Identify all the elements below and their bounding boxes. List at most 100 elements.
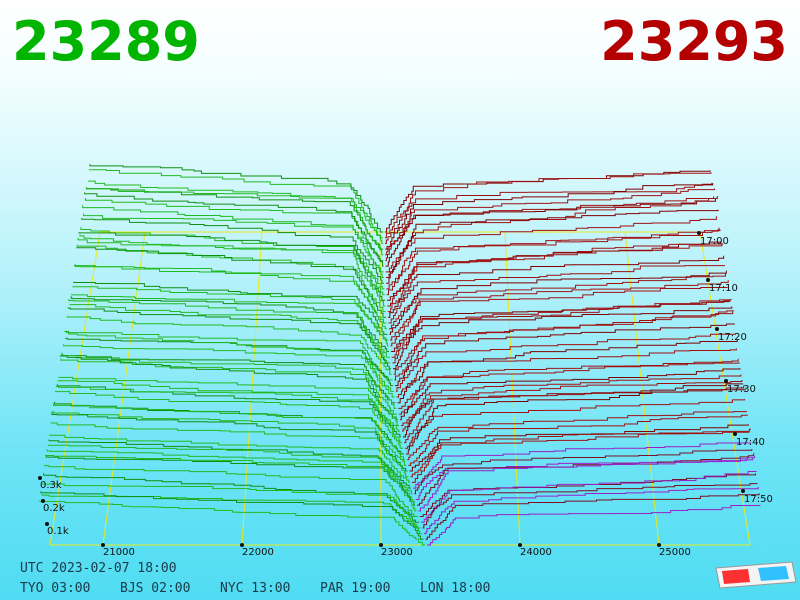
bid-depth-line (82, 205, 384, 279)
ask-depth-line (397, 339, 738, 404)
price-tick (379, 543, 383, 547)
price-label: 21000 (103, 547, 135, 558)
bid-depth-line (51, 412, 408, 472)
ask-depth-line (398, 358, 739, 409)
bid-depth-line (72, 286, 389, 341)
time-tick (741, 489, 745, 493)
bid-depth-line (67, 307, 391, 370)
ask-depth-line (401, 374, 742, 426)
bid-depth-line (50, 422, 409, 478)
volume-label: 0.1k (47, 526, 69, 537)
price-tick (518, 543, 522, 547)
bid-depth-line (54, 391, 404, 449)
ask-depth-line (418, 456, 756, 512)
bid-depth-line (39, 500, 425, 546)
bid-depth-line (77, 237, 386, 307)
bid-depth-line (40, 491, 424, 540)
bid-price: 23289 (12, 10, 200, 73)
bid-depth-line (66, 315, 392, 375)
bid-depth-line (71, 293, 389, 347)
bid-depth-line (73, 281, 388, 335)
bid-depth-line (85, 187, 384, 256)
ask-depth-line (411, 428, 751, 483)
city-clock: LON 18:00 (420, 581, 490, 596)
bid-depth-line (55, 385, 403, 444)
ask-depth-line (396, 348, 737, 398)
bid-depth-line (52, 410, 407, 466)
ask-depth-line (404, 385, 745, 444)
bid-depth-line (79, 234, 385, 296)
bid-depth-line (49, 434, 410, 483)
bid-depth-line (58, 376, 400, 426)
volume-tick (45, 522, 49, 526)
ask-depth-line (392, 298, 732, 364)
ask-depth-line (410, 431, 750, 478)
volume-label: 0.2k (43, 503, 65, 514)
ask-depth-line (406, 389, 746, 455)
ask-depth-line (405, 399, 746, 449)
ask-depth-line (395, 323, 736, 387)
ask-depth-line (407, 411, 747, 461)
price-label: 24000 (520, 547, 552, 558)
ask-depth-line (387, 243, 724, 313)
bid-depth-line (43, 473, 420, 523)
ask-depth-line (413, 442, 752, 489)
bid-depth-line (63, 344, 395, 398)
bid-depth-line (84, 197, 384, 261)
ask-depth-line (389, 273, 726, 330)
ask-depth-line (421, 471, 757, 523)
bid-depth-line (64, 330, 394, 392)
ask-depth-line (392, 306, 733, 370)
floor-grid (49, 231, 751, 546)
bid-depth-line (44, 464, 418, 518)
price-tick (657, 543, 661, 547)
volume-tick (41, 499, 45, 503)
bid-depth-line (44, 454, 417, 512)
city-clock: PAR 19:00 (320, 581, 390, 596)
ask-depth-line (422, 483, 758, 529)
city-clock: TYO 03:00 (20, 581, 90, 596)
ask-depth-line (390, 280, 729, 347)
bid-depth-line (61, 352, 397, 409)
ask-depth-line (424, 486, 759, 535)
ask-depth-line (385, 183, 714, 250)
time-tick (733, 432, 737, 436)
bid-depth-line (68, 298, 391, 364)
ask-depth-line (385, 198, 716, 267)
ask-depth-line (394, 310, 735, 381)
ask-depth-line (388, 255, 725, 318)
bid-depth-line (75, 247, 387, 318)
city-clock: NYC 13:00 (220, 581, 290, 596)
bid-depth-line (70, 296, 390, 353)
ask-depth-line (399, 362, 740, 415)
bid-depth-line (65, 330, 393, 381)
bid-depth-line (81, 217, 385, 284)
price-label: 25000 (659, 547, 691, 558)
axis-labels: 21000 22000 23000 24000 25000 0.3k 0.2k 0.1k 17:… (38, 231, 773, 558)
city-clock: BJS 02:00 (120, 581, 190, 596)
ask-price: 23293 (600, 10, 788, 73)
floor-outline (49, 231, 751, 546)
volume-label: 0.3k (40, 480, 62, 491)
depth-lines (39, 164, 761, 546)
ask-depth-line (389, 270, 727, 335)
ask-depth-line (408, 414, 748, 466)
bid-depth-line (69, 304, 390, 358)
time-label: 17:50 (744, 494, 773, 505)
bid-depth-line (42, 483, 421, 529)
bid-depth-line (89, 164, 383, 233)
price-tick (240, 543, 244, 547)
bid-depth-line (76, 244, 386, 313)
time-label: 17:20 (718, 332, 747, 343)
ask-depth-line (414, 448, 753, 495)
bid-depth-line (78, 232, 385, 301)
ask-depth-line (425, 493, 760, 540)
price-label: 23000 (381, 547, 413, 558)
volume-tick (38, 476, 42, 480)
ask-depth-line (400, 368, 741, 421)
bid-depth-line (59, 355, 399, 421)
time-tick (724, 379, 728, 383)
bid-depth-line (45, 455, 415, 506)
ask-depth-line (385, 182, 713, 244)
